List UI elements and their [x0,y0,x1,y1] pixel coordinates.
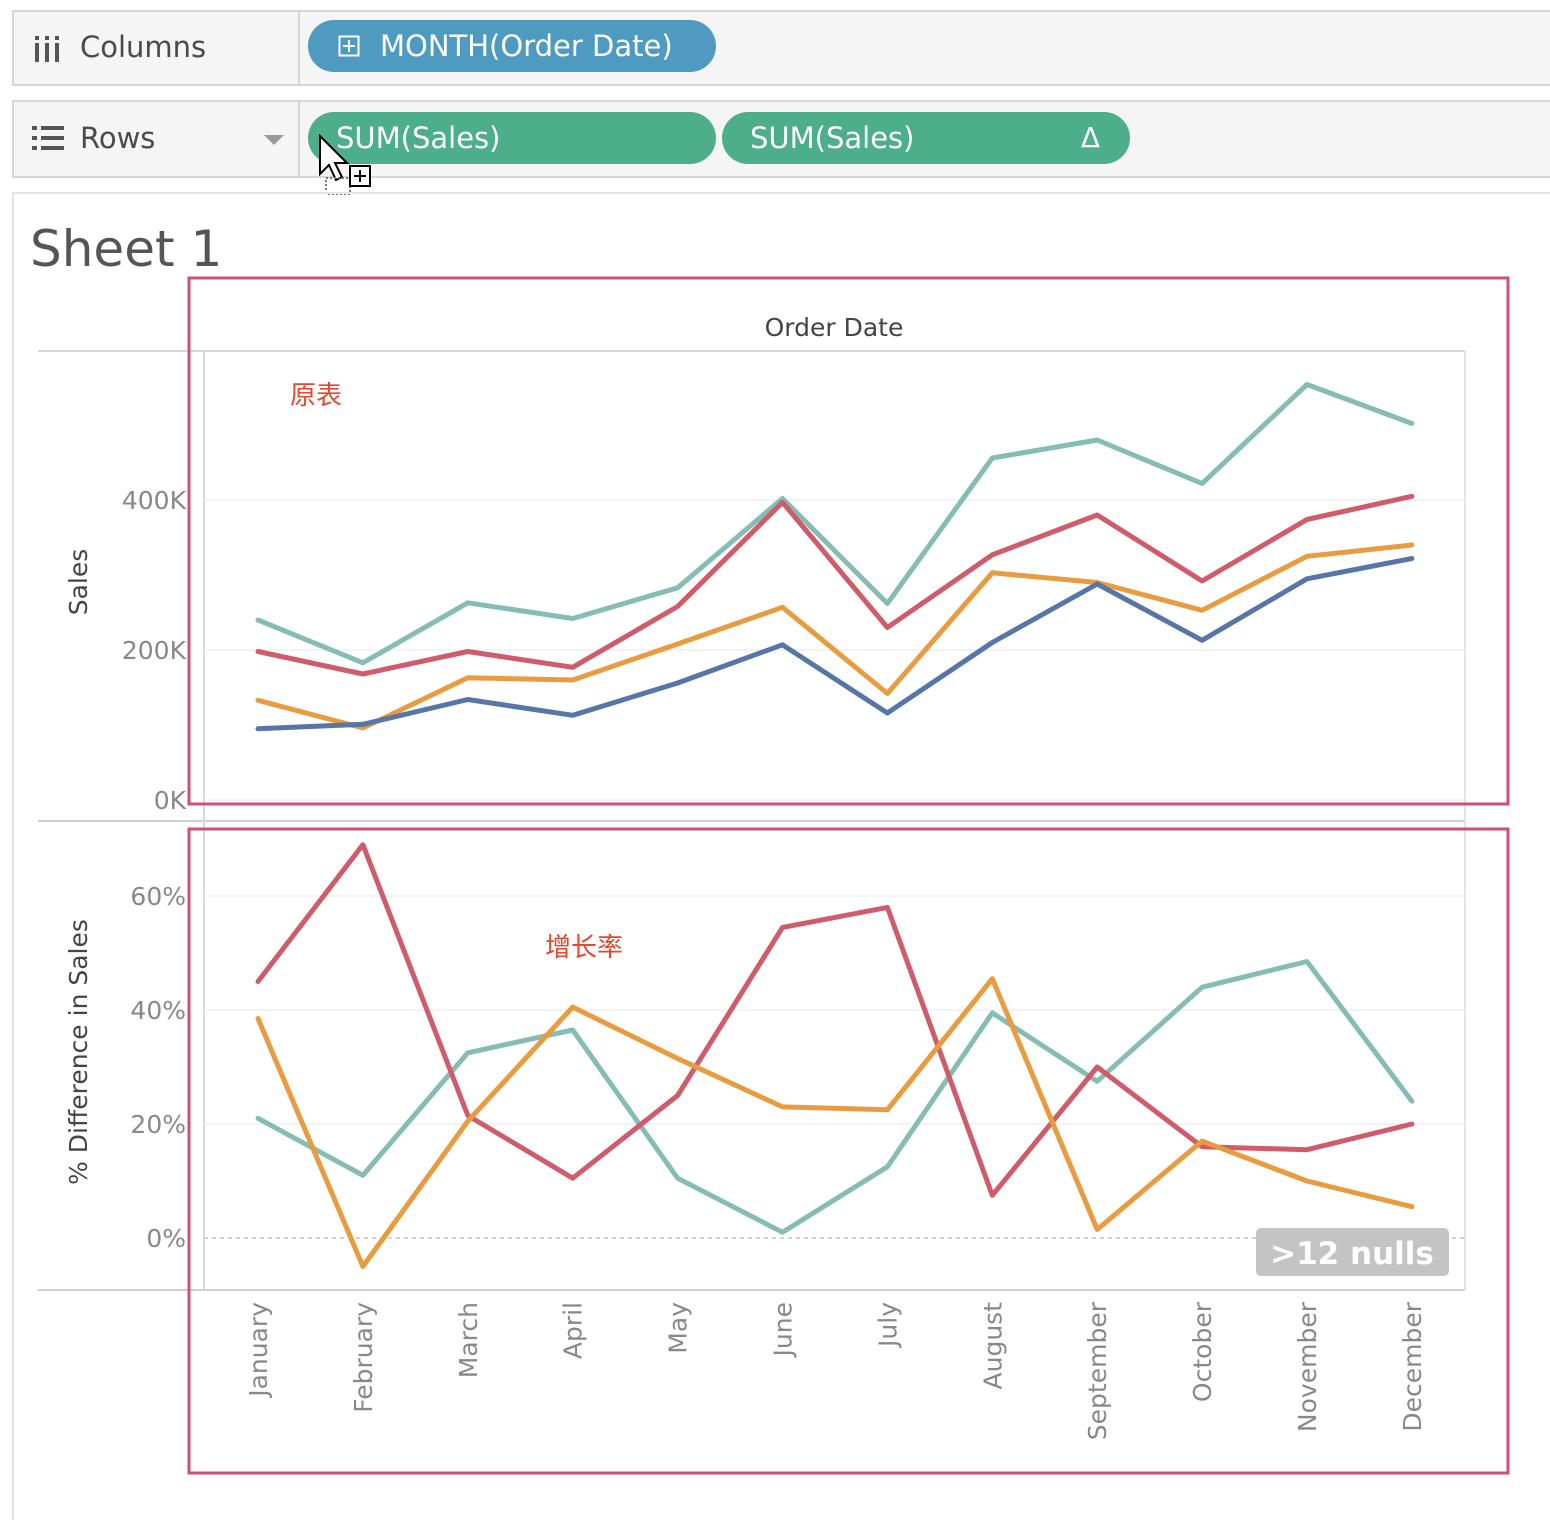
original-annotation-label: 原表 [290,381,342,411]
month-label: November [1293,1301,1322,1432]
nulls-indicator-bg [1256,1228,1449,1276]
sum-sales-pill-2-text: SUM(Sales) [750,121,915,155]
growth-rate-annotation-label: 增长率 [545,933,623,963]
sales-line-red[interactable] [255,493,1415,677]
columns-icon [35,36,59,62]
dropdown-arrow-icon[interactable] [264,135,284,147]
y-tick-label: 60% [130,882,186,911]
y-tick-label: 0K [154,786,187,815]
growth-rate-annotation-box [187,827,1510,1475]
month-label: February [349,1302,378,1413]
columns-shelf: Columns MONTH(Order Date) [12,10,1550,86]
nulls-indicator[interactable]: >12 nulls [1256,1228,1449,1276]
columns-shelf-label[interactable]: Columns [14,12,300,84]
month-order-date-pill[interactable]: MONTH(Order Date) [308,20,716,72]
y-tick-label: 400K [122,486,187,515]
sum-sales-pill-1[interactable]: SUM(Sales) [308,112,716,164]
month-order-date-text: MONTH(Order Date) [380,29,673,63]
sum-sales-pill-1-text: SUM(Sales) [336,121,501,155]
sheet-title: Sheet 1 [30,220,223,278]
sales-line-orange[interactable] [255,542,1415,731]
month-label: January [244,1302,273,1399]
nulls-indicator-text: >12 nulls [1270,1236,1434,1272]
pct-diff-line-orange[interactable] [255,976,1415,1269]
rows-shelf-label[interactable]: Rows [14,102,300,176]
expand-plus-icon[interactable] [338,35,360,57]
y-tick-label: 200K [122,636,187,665]
sum-sales-pill-2[interactable]: SUM(Sales) Δ [722,112,1130,164]
y-tick-label: 20% [130,1110,186,1139]
rows-icon [32,126,64,150]
y-tick-label: 40% [130,996,186,1025]
pct-diff-line-teal[interactable] [255,959,1415,1235]
original-annotation-box [187,276,1510,806]
sales-axis-title: Sales [64,549,93,616]
y-tick-label: 0% [146,1224,186,1253]
sales-line-teal[interactable] [255,382,1415,666]
sales-line-blue[interactable] [255,556,1415,732]
table-calc-delta-icon: Δ [1080,121,1100,154]
rows-shelf: Rows SUM(Sales) SUM(Sales) Δ [12,100,1550,178]
month-label: July [873,1302,902,1349]
worksheet-area [12,192,1550,1520]
drag-cursor-icon [319,134,371,195]
month-label: March [454,1302,483,1378]
month-label: April [559,1302,588,1359]
month-label: September [1083,1301,1112,1440]
rows-label: Rows [80,121,156,155]
month-label: May [664,1302,693,1354]
month-label: August [978,1302,1007,1390]
month-label: October [1188,1301,1217,1402]
pct-diff-line-red[interactable] [255,842,1415,1198]
pct-diff-axis-title: % Difference in Sales [64,919,93,1185]
month-label: June [769,1302,798,1358]
order-date-header: Order Date [765,313,904,342]
month-label: December [1398,1301,1427,1431]
columns-label: Columns [80,30,207,64]
